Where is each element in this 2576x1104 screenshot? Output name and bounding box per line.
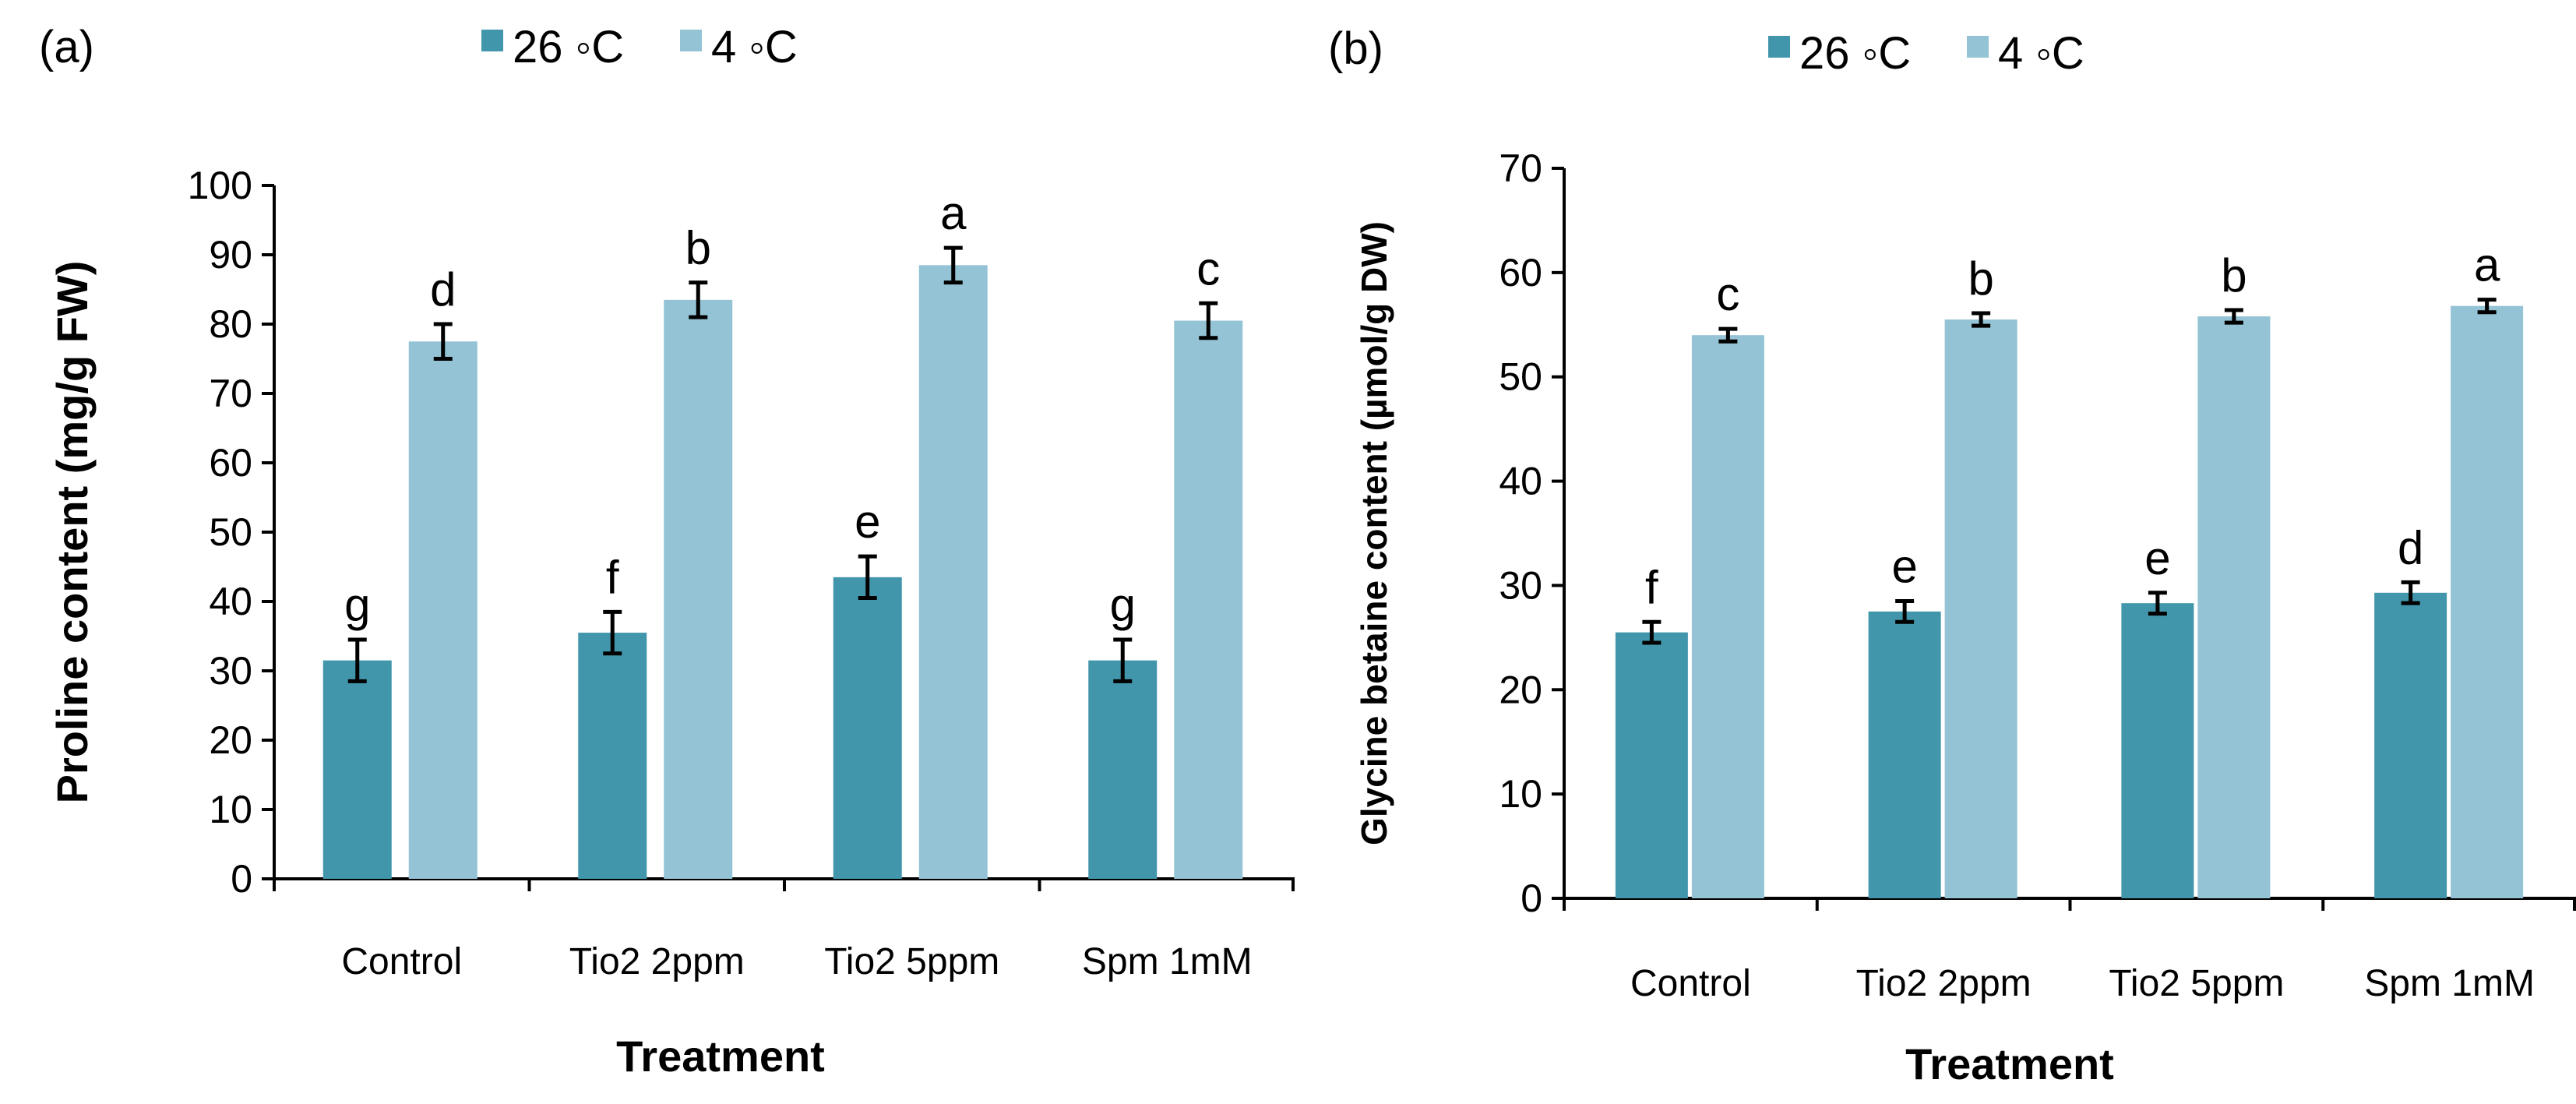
x-tick-label: Spm 1mM [2364,963,2535,1004]
legend-swatch [680,30,702,51]
significance-letter: e [855,496,880,548]
bar-26c [833,577,902,879]
legend-entry: 26 ◦C [513,22,624,72]
bar-26c [2374,592,2447,898]
significance-letter: c [1716,268,1739,320]
x-tick-label: Control [1630,963,1751,1004]
y-tick-label: 10 [209,788,252,831]
significance-letter: g [1110,579,1136,631]
significance-letter: e [2144,532,2170,584]
panel-label: (a) [39,22,94,72]
significance-letter: a [940,187,967,239]
bar-4c [918,265,988,880]
y-tick-label: 0 [1521,876,1542,920]
significance-letter: g [344,579,370,631]
y-tick-label: 60 [1499,251,1542,295]
bar-4c [1174,320,1243,879]
y-tick-label: 80 [209,302,252,346]
legend-entry: 26 ◦C [1799,28,1911,79]
y-tick-label: 30 [209,649,252,693]
y-tick-label: 0 [231,857,252,901]
bar-26c [1615,632,1688,898]
bar-4c [2451,305,2524,899]
significance-letter: c [1196,242,1220,295]
y-tick-label: 50 [1499,355,1542,399]
y-tick-label: 10 [1499,772,1542,816]
panel-label: (b) [1328,23,1383,74]
y-tick-label: 20 [1499,668,1542,711]
bar-4c [664,299,733,880]
bar-26c [1088,660,1158,879]
y-tick-label: 90 [209,233,252,277]
y-tick-label: 20 [209,718,252,762]
significance-letter: b [2221,249,2247,302]
y-tick-label: 70 [1499,146,1542,190]
legend-swatch [1967,36,1989,58]
x-tick-label: Spm 1mM [1082,941,1253,982]
significance-letter: b [685,222,711,274]
y-tick-label: 50 [209,510,252,554]
x-tick-label: Tio2 5ppm [2109,963,2284,1004]
y-tick-label: 100 [188,164,252,207]
x-tick-label: Tio2 5ppm [824,941,999,982]
panel-b: (b) 26 ◦C 4 ◦C 0 10 20 30 40 50 60 70 Control f c Tio2… [1328,23,2576,1088]
y-tick-label: 40 [1499,460,1542,503]
legend-swatch [1768,36,1790,58]
bar-26c [578,633,647,879]
y-axis-title: Proline content (mg/g FW) [48,261,97,804]
x-axis-title: Treatment [1905,1039,2114,1088]
bar-4c [2197,316,2271,898]
x-axis-title: Treatment [616,1032,825,1081]
bar-4c [1944,319,2017,898]
bar-26c [322,660,392,879]
significance-letter: f [606,551,619,603]
significance-letter: d [2398,521,2423,573]
significance-letter: e [1891,541,1917,593]
y-tick-label: 40 [209,580,252,623]
bar-4c [1691,335,1764,899]
x-tick-label: Tio2 2ppm [1856,963,2032,1004]
legend-swatch [481,30,503,51]
y-tick-label: 70 [209,372,252,415]
y-tick-label: 30 [1499,563,1542,607]
legend-entry: 4 ◦C [1998,28,2084,79]
x-tick-label: Control [341,941,462,982]
significance-letter: d [430,263,456,316]
bar-4c [408,341,477,879]
bar-26c [1868,611,1941,898]
y-tick-label: 60 [209,441,252,485]
panel-a: (a) 26 ◦C 4 ◦C 0 10 20 30 40 50 60 70 80 90 100 Contro… [39,22,1295,1081]
significance-letter: f [1645,561,1658,613]
x-tick-label: Tio2 2ppm [569,941,745,982]
bar-26c [2121,603,2194,898]
legend-entry: 4 ◦C [711,22,798,72]
significance-letter: b [1968,252,1993,305]
y-axis-title: Glycine betaine content (µmol/g DW) [1354,221,1394,845]
significance-letter: a [2474,239,2500,291]
